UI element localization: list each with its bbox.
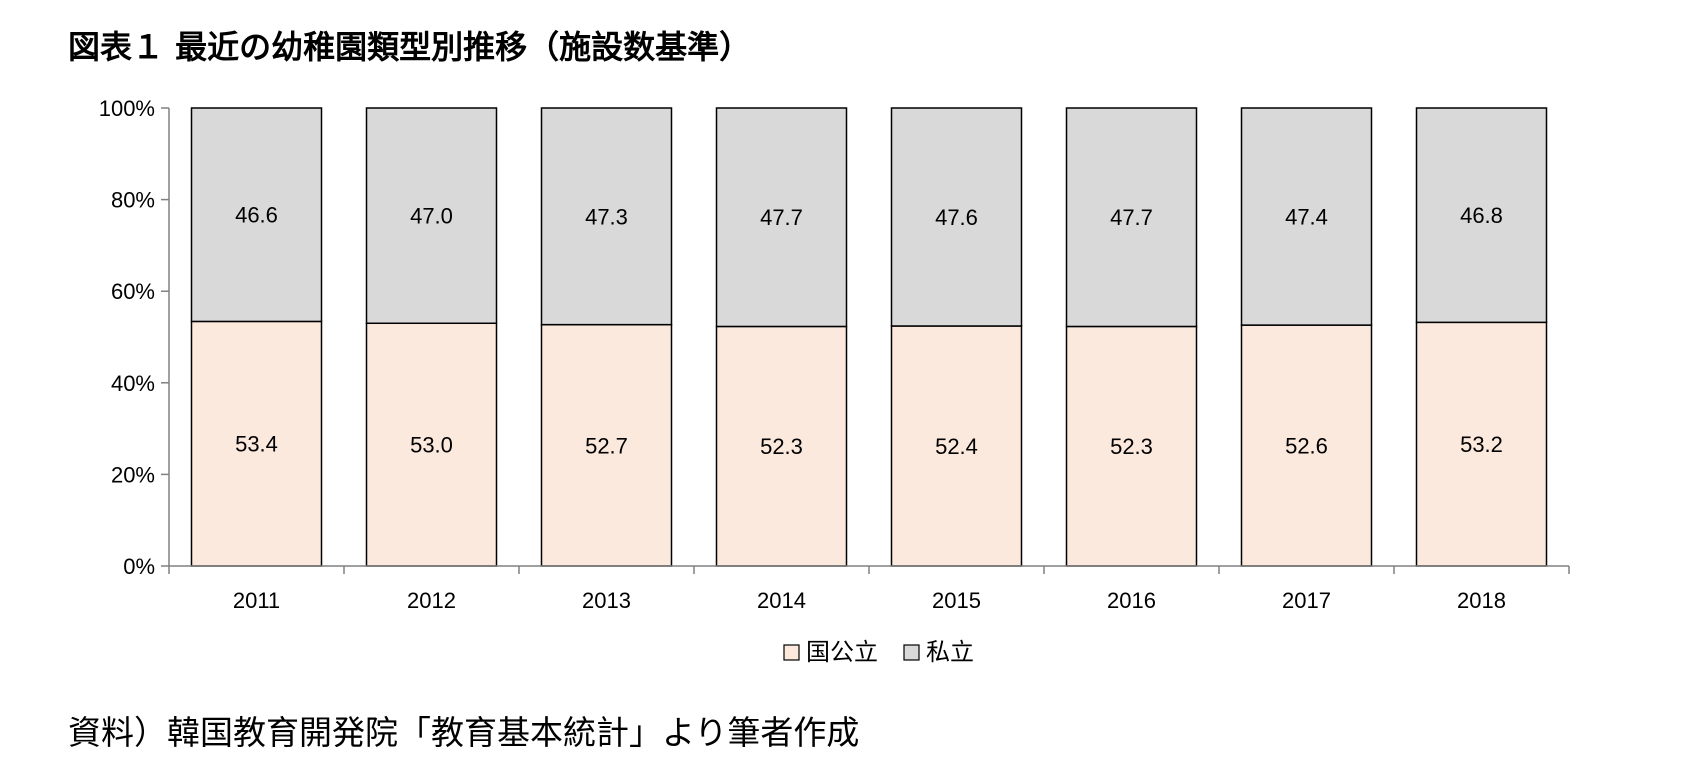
legend-label: 私立 [926,639,974,666]
y-tick-label: 0% [123,554,155,579]
bar-segment-public [1240,324,1373,567]
data-label: 52.6 [1285,434,1328,459]
bar-segment-private [1415,107,1548,324]
data-label: 53.0 [410,433,453,458]
data-label: 52.7 [585,433,628,458]
x-tick-label: 2017 [1282,588,1331,613]
data-label: 46.8 [1460,203,1503,228]
legend-swatch [783,644,800,661]
bar-segment-public [1415,321,1548,567]
data-label: 53.2 [1460,432,1503,457]
source-note: 資料）韓国教育開発院「教育基本統計」より筆者作成 [68,713,860,752]
x-tick-label: 2018 [1457,588,1506,613]
data-label: 52.3 [1110,434,1153,459]
legend-label: 国公立 [806,639,878,666]
data-label: 47.7 [1110,205,1153,230]
data-label: 47.6 [935,205,978,230]
y-tick-label: 100% [99,96,155,121]
bar-segment-private [365,107,498,325]
y-tick-label: 20% [111,462,155,487]
y-tick-label: 60% [111,279,155,304]
data-label: 46.6 [235,203,278,228]
x-tick-label: 2015 [932,588,981,613]
data-label: 47.4 [1285,205,1328,230]
bar-segment-private [1240,107,1373,326]
bar-segment-private [540,107,673,326]
data-label: 47.0 [410,204,453,229]
chart-title: 図表１ 最近の幼稚園類型別推移（施設数基準） [68,28,752,66]
bar-segment-private [1065,107,1198,328]
data-label: 47.3 [585,204,628,229]
x-tick-label: 2012 [407,588,456,613]
stacked-bar-chart: 53.4 46.6 53.0 47.0 52.7 47.3 52.3 47.7 52.4 47.6… [99,96,1570,666]
data-label: 47.7 [760,205,803,230]
legend-swatch [903,644,920,661]
bar-segment-public [190,320,323,567]
bar-segment-public [365,322,498,567]
y-tick-label: 80% [111,188,155,213]
data-label: 52.4 [935,434,978,459]
bar-segment-public [715,325,848,567]
bar-segment-private [715,107,848,328]
data-label: 53.4 [235,432,278,457]
x-tick-label: 2013 [582,588,631,613]
x-tick-label: 2016 [1107,588,1156,613]
data-label: 52.3 [760,434,803,459]
bar-segment-public [890,325,1023,567]
x-tick-label: 2011 [233,588,280,613]
y-tick-label: 40% [111,371,155,396]
bar-segment-private [890,107,1023,327]
x-tick-label: 2014 [757,588,806,613]
bar-segment-private [190,107,323,323]
